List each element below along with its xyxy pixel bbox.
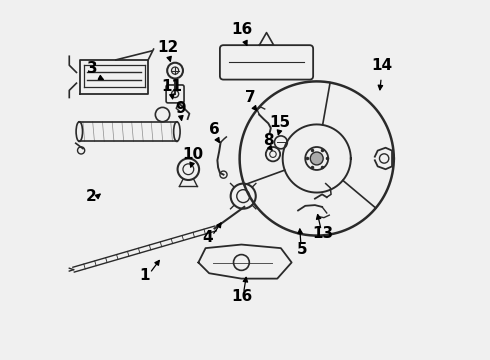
Text: 3: 3 (87, 61, 98, 76)
Text: 9: 9 (175, 101, 186, 116)
Text: 2: 2 (86, 189, 97, 204)
Text: 7: 7 (245, 90, 256, 105)
Text: 8: 8 (263, 133, 273, 148)
Text: 14: 14 (371, 58, 392, 73)
Text: 5: 5 (296, 242, 307, 257)
Text: 11: 11 (161, 79, 182, 94)
Text: 1: 1 (139, 267, 150, 283)
Circle shape (310, 152, 323, 165)
Text: 13: 13 (313, 226, 334, 241)
Text: 12: 12 (157, 40, 178, 55)
Text: 15: 15 (270, 115, 291, 130)
Text: 16: 16 (231, 289, 253, 304)
Text: 6: 6 (209, 122, 220, 137)
Text: 16: 16 (231, 22, 253, 37)
Text: 10: 10 (182, 147, 203, 162)
Text: 4: 4 (202, 230, 213, 245)
